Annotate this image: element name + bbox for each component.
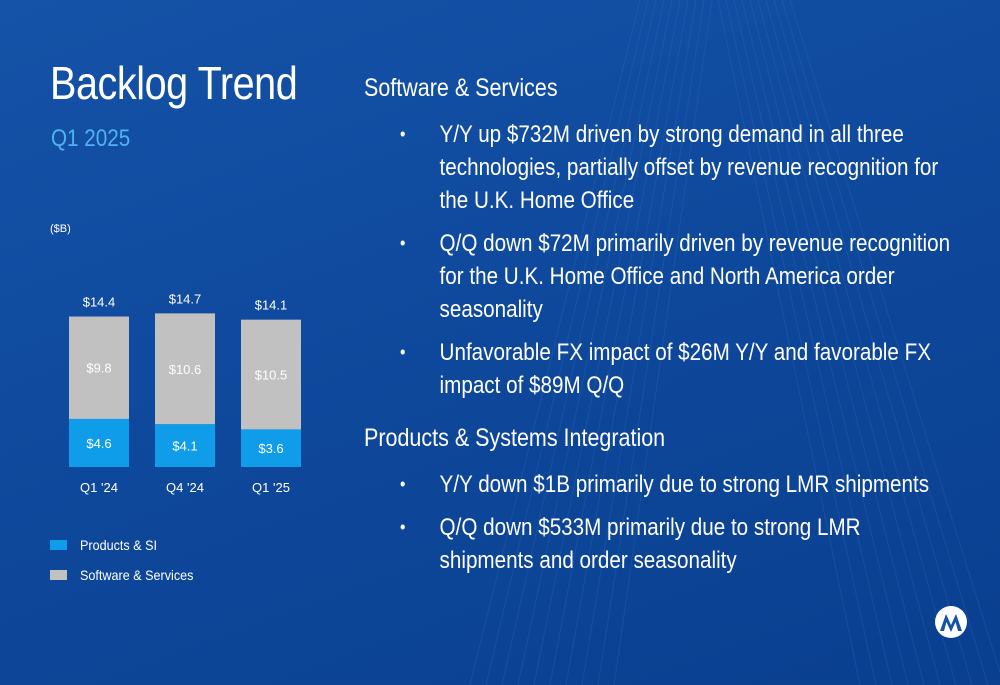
unit-label: ($B) — [50, 223, 71, 235]
section-heading-products: Products & Systems Integration — [364, 424, 666, 452]
slide-subtitle: Q1 2025 — [51, 125, 131, 152]
bars-layer: $4.6 $9.8 $14.4 Q1 '24 $4.1 $10.6 $14.7 Q4 '24 $… — [69, 291, 301, 495]
data-label-products: $3.6 — [258, 441, 283, 456]
bar-segment-software — [69, 316, 129, 419]
legend-swatch-software — [50, 570, 67, 580]
bullet-item: Y/Y up $732M driven by strong demand in … — [400, 118, 950, 217]
bullet-item: Q/Q down $72M primarily driven by revenu… — [400, 227, 950, 326]
data-label-software: $10.6 — [169, 362, 202, 377]
products-bullet-list: Y/Y down $1B primarily due to strong LMR… — [400, 468, 1000, 577]
bullet-item: Y/Y down $1B primarily due to strong LMR… — [400, 468, 950, 501]
legend-item-products: Products & SI — [50, 530, 206, 560]
slide-title: Backlog Trend — [50, 57, 298, 109]
section-heading-software: Software & Services — [364, 74, 558, 102]
motorola-logo-icon — [935, 606, 967, 638]
total-label: $14.4 — [83, 295, 116, 310]
data-label-software: $10.5 — [255, 368, 288, 383]
bar-segment-products — [155, 424, 215, 467]
bar-segment-products — [69, 418, 129, 467]
data-label-software: $9.8 — [86, 361, 111, 376]
bar-segment-software — [155, 313, 215, 425]
bar-segment-software — [241, 319, 301, 430]
legend-item-software: Software & Services — [50, 560, 206, 590]
chart-legend: Products & SI Software & Services — [50, 530, 206, 590]
bullet-item: Unfavorable FX impact of $26M Y/Y and fa… — [400, 336, 950, 402]
total-label: $14.7 — [169, 291, 202, 306]
x-tick-label: Q4 '24 — [166, 480, 204, 495]
legend-label-products: Products & SI — [80, 537, 158, 553]
legend-swatch-products — [50, 540, 67, 550]
bar-segment-products — [241, 429, 301, 467]
data-label-products: $4.6 — [86, 436, 111, 451]
bullet-item: Q/Q down $533M primarily due to strong L… — [400, 511, 950, 577]
x-tick-label: Q1 '25 — [252, 480, 290, 495]
stacked-bar-chart: ($B) $4.6 $9.8 $14.4 Q1 '24 $4.1 $10.6 $14.7 Q4… — [50, 223, 301, 495]
x-tick-label: Q1 '24 — [80, 480, 118, 495]
software-bullet-list: Y/Y up $732M driven by strong demand in … — [400, 118, 1000, 402]
legend-label-software: Software & Services — [80, 567, 194, 583]
data-label-products: $4.1 — [172, 439, 197, 454]
total-label: $14.1 — [255, 298, 288, 313]
